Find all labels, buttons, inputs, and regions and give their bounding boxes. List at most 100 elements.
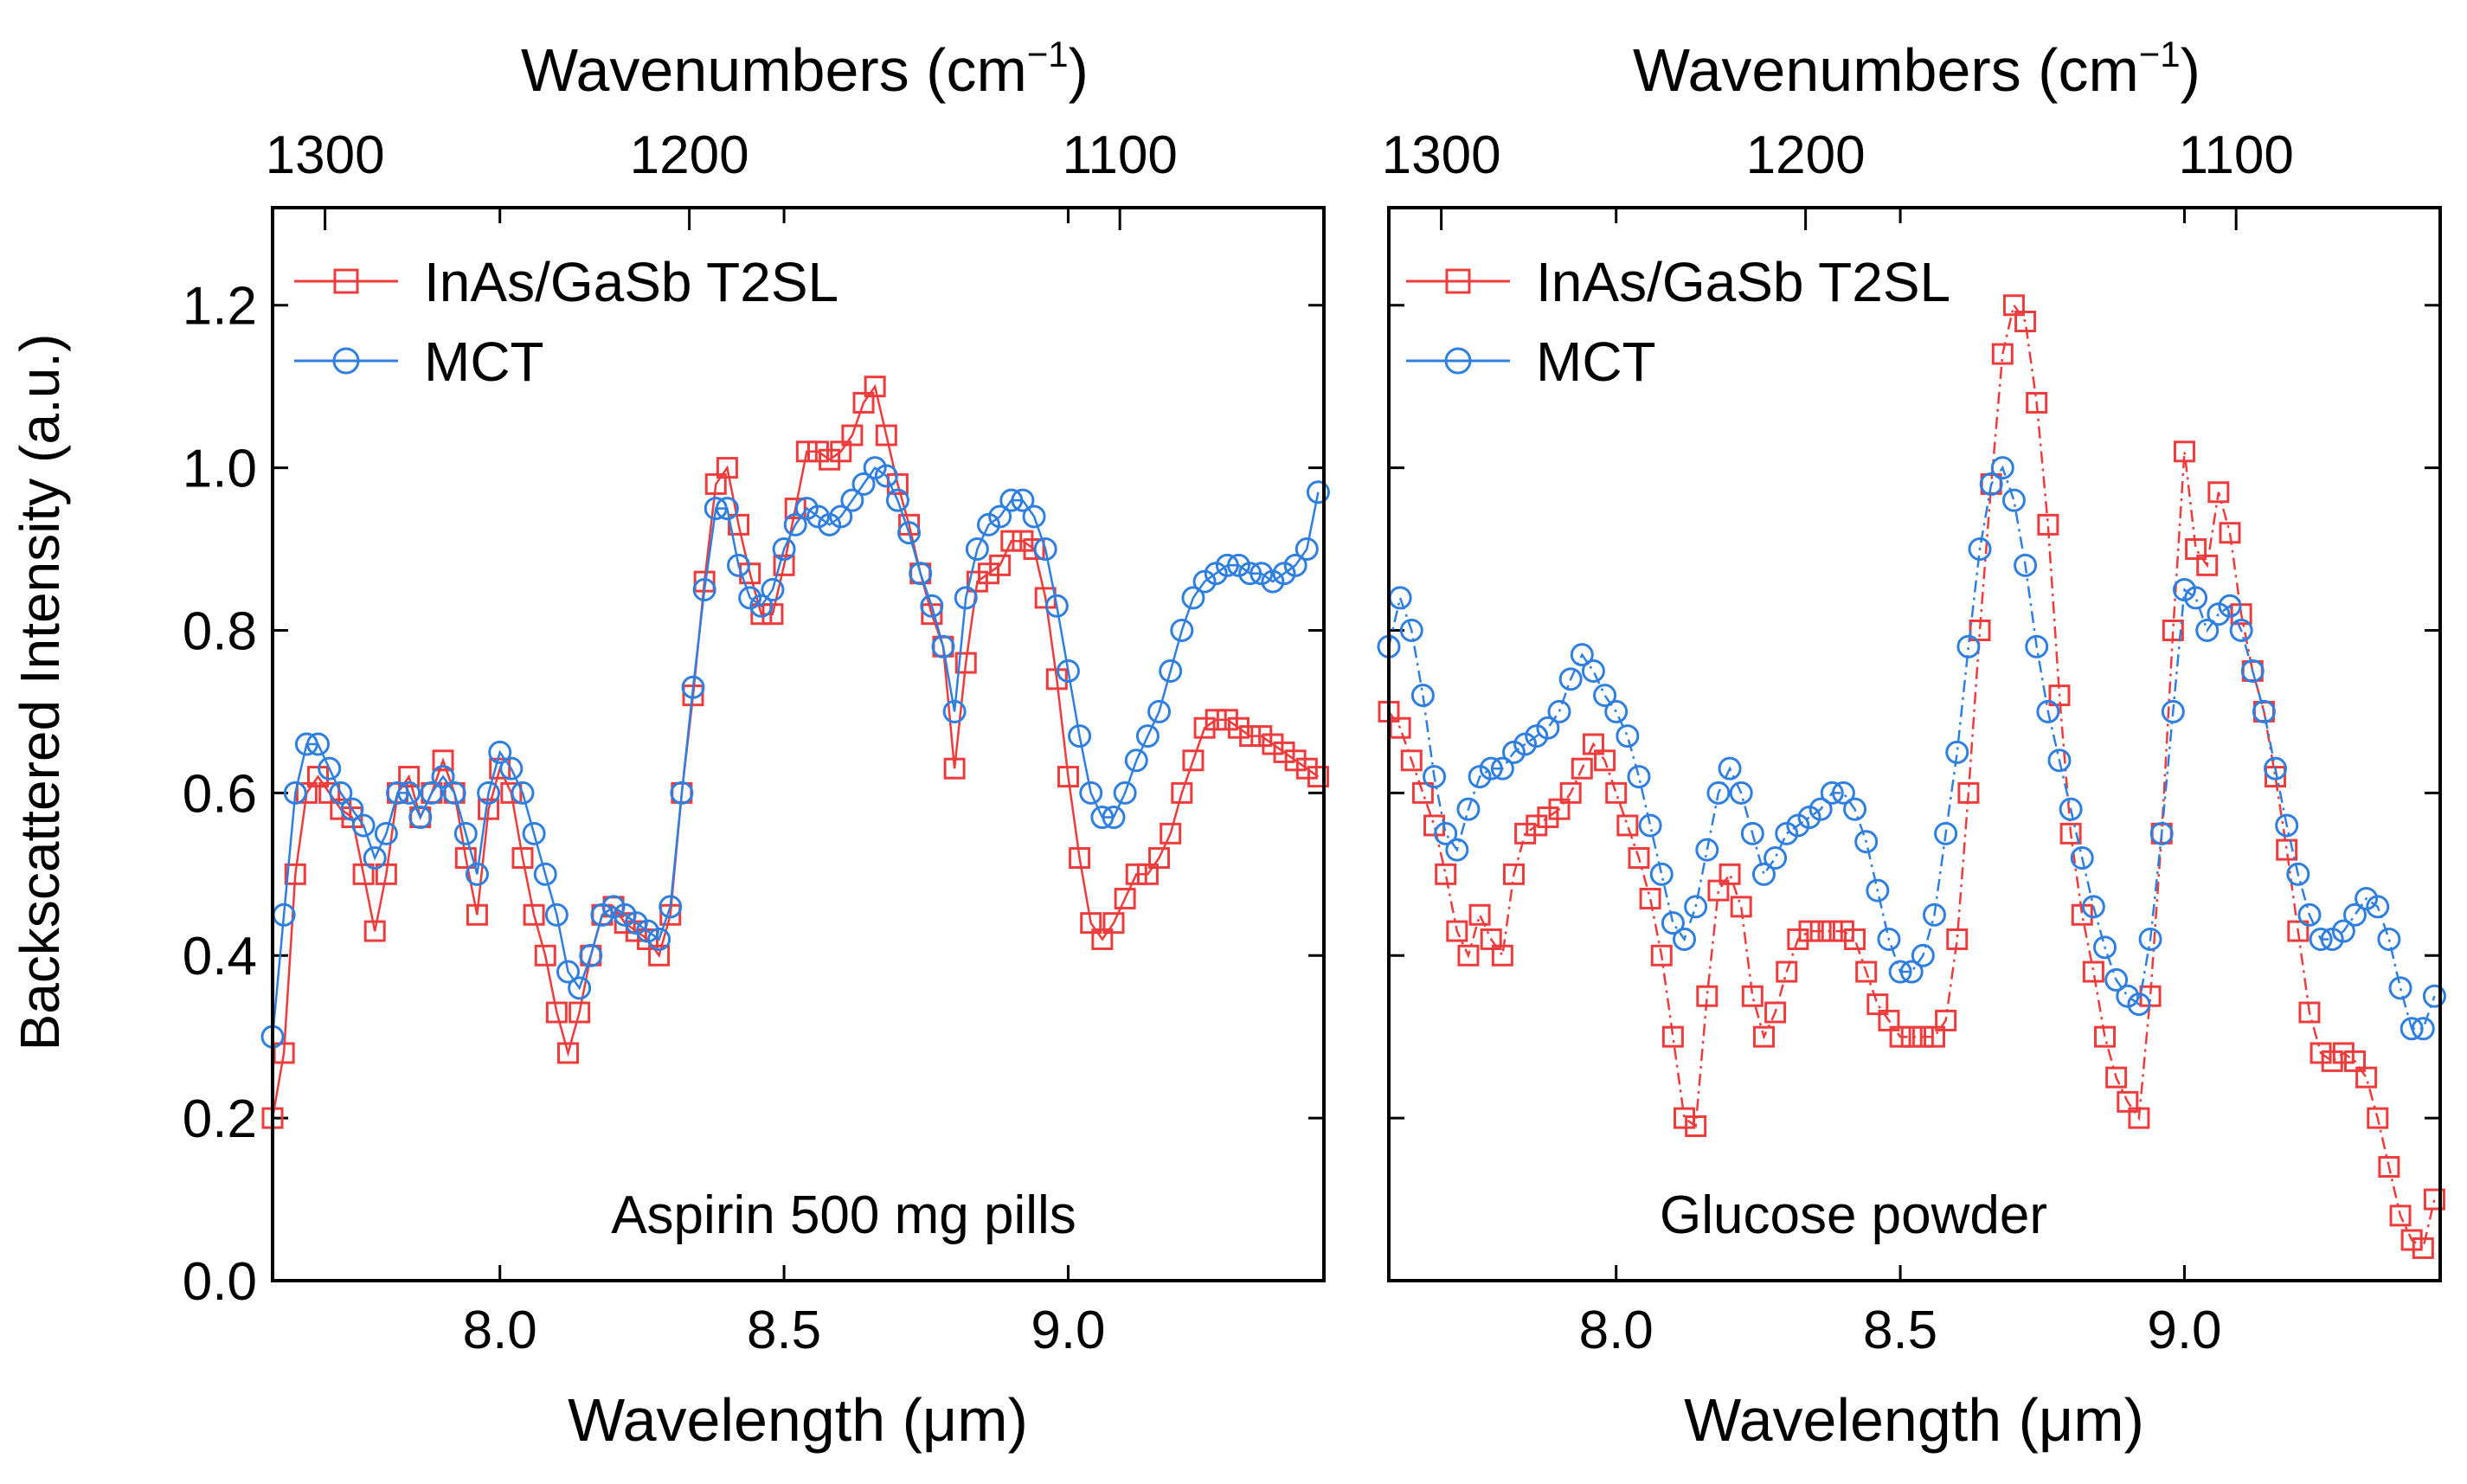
- data-point-mct: [2422, 984, 2446, 1008]
- data-point-mct: [1410, 684, 1435, 708]
- data-point-mct: [1456, 797, 1481, 821]
- data-point-t2sl: [1114, 887, 1136, 909]
- data-point-mct: [1159, 658, 1183, 683]
- data-point-t2sl: [2105, 1066, 2128, 1089]
- data-point-mct: [1899, 960, 1924, 984]
- data-point-mct: [2025, 634, 2049, 658]
- panel-annotation: Glucose powder: [1660, 1185, 2047, 1245]
- data-point-t2sl: [1821, 920, 1843, 942]
- data-point-t2sl: [1502, 863, 1525, 885]
- data-point-mct: [556, 960, 581, 984]
- legend: InAs/GaSb T2SL MCT: [294, 251, 838, 393]
- data-point-mct: [2104, 967, 2129, 992]
- data-point-t2sl: [1696, 985, 1719, 1007]
- data-point-mct: [2184, 586, 2208, 610]
- data-point-mct: [2411, 1017, 2435, 1041]
- data-point-mct: [2297, 903, 2322, 927]
- data-point-mct: [340, 797, 364, 821]
- data-point-t2sl: [466, 903, 488, 926]
- data-point-mct: [1843, 797, 1867, 821]
- data-point-mct: [329, 781, 353, 805]
- data-point-t2sl: [1080, 912, 1102, 935]
- data-point-t2sl: [1295, 757, 1318, 780]
- data-point-t2sl: [1389, 716, 1411, 739]
- data-point-t2sl: [989, 554, 1012, 576]
- data-point-mct: [1945, 740, 1969, 764]
- data-point-t2sl: [2343, 1050, 2366, 1072]
- data-point-t2sl: [1719, 863, 1741, 885]
- top-tick-label: 1100: [2179, 125, 2294, 185]
- data-point-mct: [1729, 781, 1753, 805]
- data-point-t2sl: [1605, 781, 1628, 804]
- data-point-t2sl: [1284, 749, 1307, 772]
- data-point-mct: [1968, 537, 1992, 562]
- legend-marker-t2sl: [333, 268, 359, 294]
- data-point-t2sl: [1514, 822, 1537, 845]
- data-point-mct: [1113, 781, 1137, 805]
- data-point-mct: [1854, 830, 1879, 854]
- top-axis-title-superscript: −1: [1027, 34, 1069, 74]
- data-point-mct: [1764, 846, 1788, 870]
- data-point-mct: [1877, 927, 1901, 951]
- data-point-mct: [1306, 480, 1330, 504]
- data-point-t2sl: [2037, 513, 2059, 536]
- data-point-mct: [874, 464, 898, 488]
- data-point-mct: [2366, 895, 2390, 919]
- data-point-mct: [1820, 781, 1844, 805]
- data-point-mct: [2400, 1017, 2424, 1041]
- data-point-t2sl: [704, 472, 727, 495]
- x-axis-label: Wavelength (μm): [568, 1386, 1028, 1454]
- data-point-t2sl: [1468, 903, 1491, 926]
- data-point-mct: [2286, 862, 2310, 886]
- data-point-t2sl: [1250, 725, 1273, 748]
- data-point-mct: [1934, 821, 1958, 845]
- data-point-t2sl: [2332, 1042, 2355, 1064]
- data-point-t2sl: [1012, 530, 1034, 552]
- data-point-t2sl: [1911, 1025, 1934, 1048]
- data-point-t2sl: [1764, 1001, 1787, 1024]
- data-point-t2sl: [1855, 960, 1878, 983]
- data-point-mct: [2195, 618, 2220, 642]
- data-point-t2sl: [2026, 391, 2048, 414]
- series-layer: [1377, 294, 2446, 1259]
- data-point-mct: [2264, 756, 2288, 781]
- y-tick-label: 0.4: [183, 927, 257, 986]
- data-point-t2sl: [1582, 733, 1604, 755]
- data-point-t2sl: [1537, 806, 1559, 829]
- data-point-mct: [954, 586, 978, 610]
- data-point-mct: [465, 862, 489, 886]
- data-point-t2sl: [716, 457, 738, 479]
- data-point-t2sl: [1023, 538, 1045, 561]
- data-point-mct: [2229, 618, 2253, 642]
- data-point-t2sl: [806, 440, 829, 463]
- data-point-mct: [1124, 748, 1148, 773]
- data-point-t2sl: [1069, 847, 1091, 870]
- y-tick-label: 0.0: [183, 1252, 257, 1312]
- data-point-mct: [909, 562, 933, 586]
- data-point-t2sl: [1548, 798, 1571, 820]
- data-point-mct: [2001, 488, 2026, 512]
- y-tick-label: 0.8: [183, 601, 257, 661]
- data-point-mct: [897, 521, 922, 545]
- data-point-mct: [2014, 553, 2038, 577]
- data-point-mct: [1011, 488, 1035, 512]
- data-point-mct: [1181, 586, 1205, 610]
- data-point-mct: [1627, 765, 1651, 789]
- data-point-mct: [1445, 838, 1469, 862]
- series-line-t2sl: [271, 383, 1320, 1119]
- data-point-mct: [2138, 927, 2162, 951]
- data-point-mct: [1388, 586, 1412, 610]
- data-point-t2sl: [318, 781, 341, 804]
- data-point-t2sl: [1193, 716, 1216, 739]
- data-point-t2sl: [864, 376, 886, 398]
- data-point-t2sl: [2276, 838, 2298, 861]
- legend-marker-t2sl: [1445, 268, 1471, 294]
- data-point-mct: [692, 578, 716, 602]
- data-point-mct: [1718, 756, 1742, 781]
- data-point-t2sl: [1935, 1009, 1957, 1031]
- data-point-mct: [1056, 658, 1080, 683]
- data-point-mct: [477, 781, 501, 805]
- data-point-mct: [306, 732, 331, 756]
- data-point-mct: [408, 806, 433, 830]
- data-point-mct: [1068, 724, 1092, 748]
